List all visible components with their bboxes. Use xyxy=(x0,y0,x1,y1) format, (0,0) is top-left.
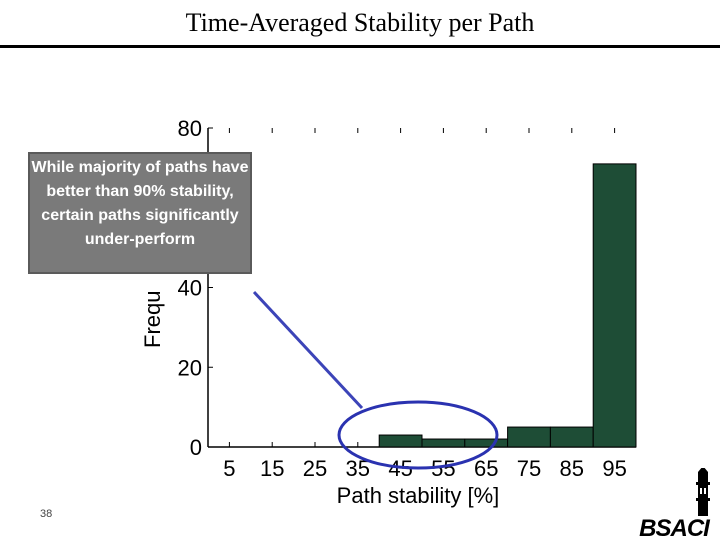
x-tick-label: 95 xyxy=(602,456,626,481)
page-number: 38 xyxy=(40,508,53,520)
x-tick-labels: 5 15 25 35 45 55 65 75 85 95 xyxy=(223,456,627,481)
y-tick-labels: 0 20 40 80 xyxy=(178,116,202,460)
histogram-bar-45 xyxy=(378,434,423,448)
x-tick-label: 65 xyxy=(474,456,498,481)
y-tick-label: 20 xyxy=(178,355,202,380)
histogram-bar-75 xyxy=(507,426,551,448)
x-axis-label: Path stability [%] xyxy=(337,483,500,508)
x-tick-label: 15 xyxy=(260,456,284,481)
callout-box: While majority of paths have better than… xyxy=(28,152,252,274)
x-tick-label: 25 xyxy=(303,456,327,481)
histogram-bar-55 xyxy=(421,438,466,448)
x-tick-label: 5 xyxy=(223,456,235,481)
slide-title: Time-Averaged Stability per Path xyxy=(185,8,535,37)
y-tick-label: 80 xyxy=(178,116,202,141)
histogram-bar-65 xyxy=(464,438,509,448)
y-axis-label: Frequ xyxy=(140,291,165,348)
highlight-ellipse xyxy=(337,400,499,470)
x-tick-label: 85 xyxy=(560,456,584,481)
bsac-logo: BSACI xyxy=(639,468,712,540)
annotation-layer xyxy=(252,290,499,470)
y-tick-label: 40 xyxy=(178,276,202,301)
svg-text:BSACI: BSACI xyxy=(639,515,711,540)
callout-pointer-line xyxy=(252,290,364,410)
title-divider xyxy=(0,45,720,48)
histogram-bar-85 xyxy=(549,426,594,448)
chart-bars xyxy=(378,163,637,448)
y-tick-label: 0 xyxy=(190,435,202,460)
x-tick-label: 75 xyxy=(517,456,541,481)
histogram-bar-95 xyxy=(592,163,637,448)
chart-axes xyxy=(207,127,636,448)
